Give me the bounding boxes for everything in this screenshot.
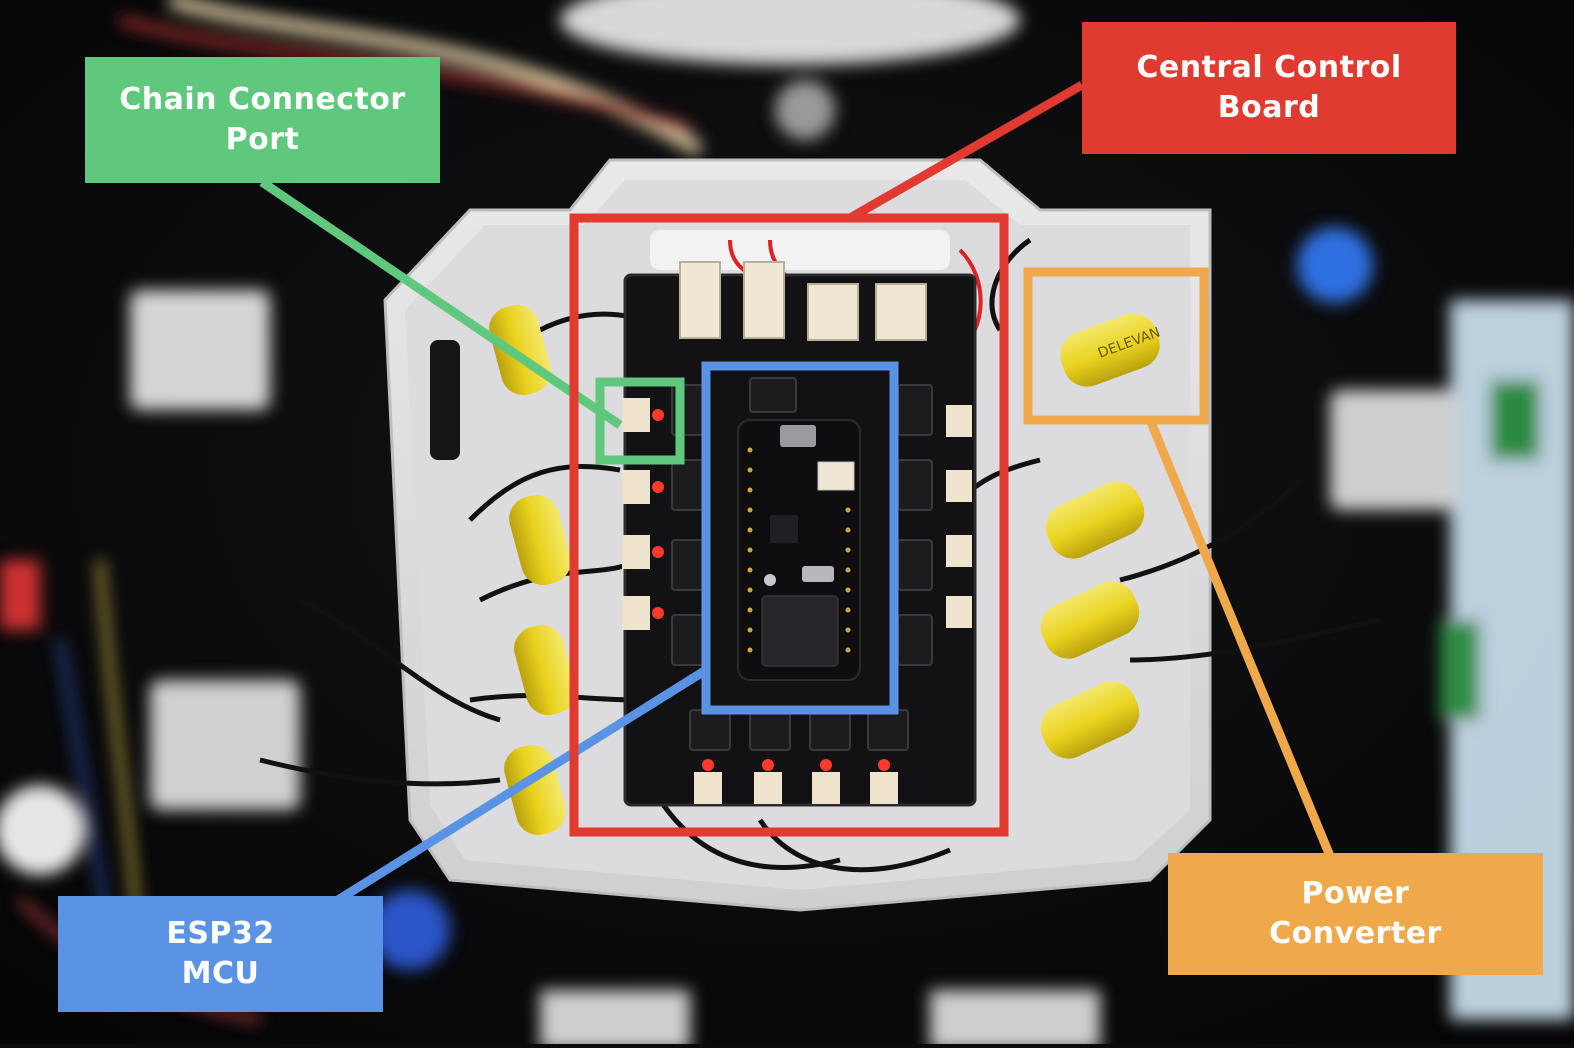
central-board-label-line1: Central Control [1136, 50, 1402, 85]
power-label-line1: Power [1301, 876, 1410, 911]
chain-connector-label-line2: Port [225, 122, 300, 157]
power-converter-leader [1145, 418, 1335, 858]
right-ports [946, 405, 972, 628]
leader-lines [259, 81, 1335, 904]
esp32-label-line1: ESP32 [166, 916, 275, 951]
power-label-line2: Converter [1269, 916, 1442, 951]
esp32-label-line2: MCU [181, 956, 260, 991]
left-chain-ports [622, 398, 664, 630]
central-board-leader [847, 81, 1085, 222]
esp32-leader [335, 666, 709, 904]
highlight-boxes [569, 213, 1209, 837]
central-control-board-label: Central Control Board [1082, 22, 1456, 154]
chain-connector-label: Chain Connector Port [85, 57, 440, 183]
esp32-mcu-label: ESP32 MCU [58, 896, 383, 1012]
bottom-ports [694, 759, 898, 804]
chain-connector-label-line1: Chain Connector [119, 82, 406, 117]
power-converter-label: Power Converter [1168, 853, 1543, 975]
case-slot [650, 230, 950, 270]
central-board-label-line2: Board [1217, 90, 1321, 125]
chain-connector-leader [259, 178, 623, 429]
esp32-board [737, 419, 861, 681]
power-converter-box [1023, 267, 1209, 425]
top-connectors [679, 261, 927, 341]
case-slot-left [430, 340, 460, 460]
central-board-box [569, 213, 1009, 837]
chain-connector-box [595, 377, 685, 465]
esp32-box [701, 361, 899, 715]
